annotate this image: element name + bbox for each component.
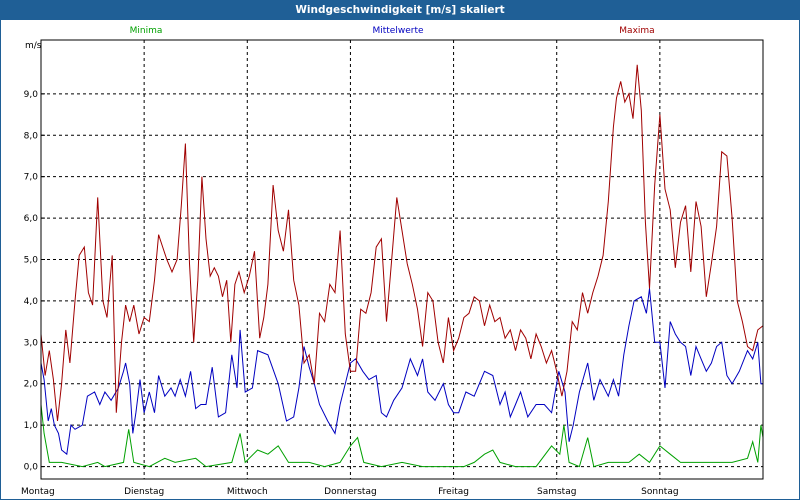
x-tick-day: Dienstag [124, 487, 164, 497]
y-tick-label: 4,0 [24, 297, 39, 307]
chart-title: Windgeschwindigkeit [m/s] skaliert [295, 4, 505, 16]
chart-canvas: m/s 0,0 1,0 2,0 3,0 4,0 5,0 6,0 7,0 8,0 9,0 Monta… [21, 26, 764, 497]
y-tick-label: 6,0 [24, 214, 39, 224]
x-tick-day: Montag [21, 487, 55, 497]
y-axis-unit: m/s [25, 41, 42, 51]
series-group [40, 64, 764, 468]
y-tick-label: 0,0 [24, 463, 39, 473]
y-tick-label: 7,0 [24, 173, 39, 183]
grid [41, 40, 763, 479]
x-tick-labels: Montag26.08.19Dienstag27.08.19Mittwoch28… [21, 487, 679, 497]
legend-item-minima: Minima [130, 26, 163, 36]
legend-item-mittelwerte: Mittelwerte [372, 26, 423, 36]
series-line-mittelwerte [40, 288, 763, 456]
x-tick-day: Sonntag [641, 487, 678, 497]
y-tick-labels: 0,0 1,0 2,0 3,0 4,0 5,0 6,0 7,0 8,0 9,0 [24, 90, 39, 473]
legend: Minima Mittelwerte Maxima [130, 26, 655, 36]
plot-area-border [40, 39, 764, 480]
series-line-maxima [40, 64, 764, 422]
x-tick-day: Freitag [438, 487, 469, 497]
x-tick-day: Samstag [537, 487, 576, 497]
series-line-minima [40, 404, 764, 468]
y-tick-label: 8,0 [24, 131, 39, 141]
legend-item-maxima: Maxima [619, 26, 654, 36]
x-tick-day: Mittwoch [227, 487, 268, 497]
y-tick-label: 3,0 [24, 338, 39, 348]
y-tick-label: 1,0 [24, 421, 39, 431]
chart-frame: m/s 0,0 1,0 2,0 3,0 4,0 5,0 6,0 7,0 8,0 9,0 Monta… [0, 20, 800, 500]
y-tick-label: 9,0 [24, 90, 39, 100]
title-bar: Windgeschwindigkeit [m/s] skaliert [0, 0, 800, 20]
x-tick-day: Donnerstag [324, 487, 377, 497]
y-tick-label: 2,0 [24, 380, 39, 390]
y-tick-label: 5,0 [24, 256, 39, 266]
